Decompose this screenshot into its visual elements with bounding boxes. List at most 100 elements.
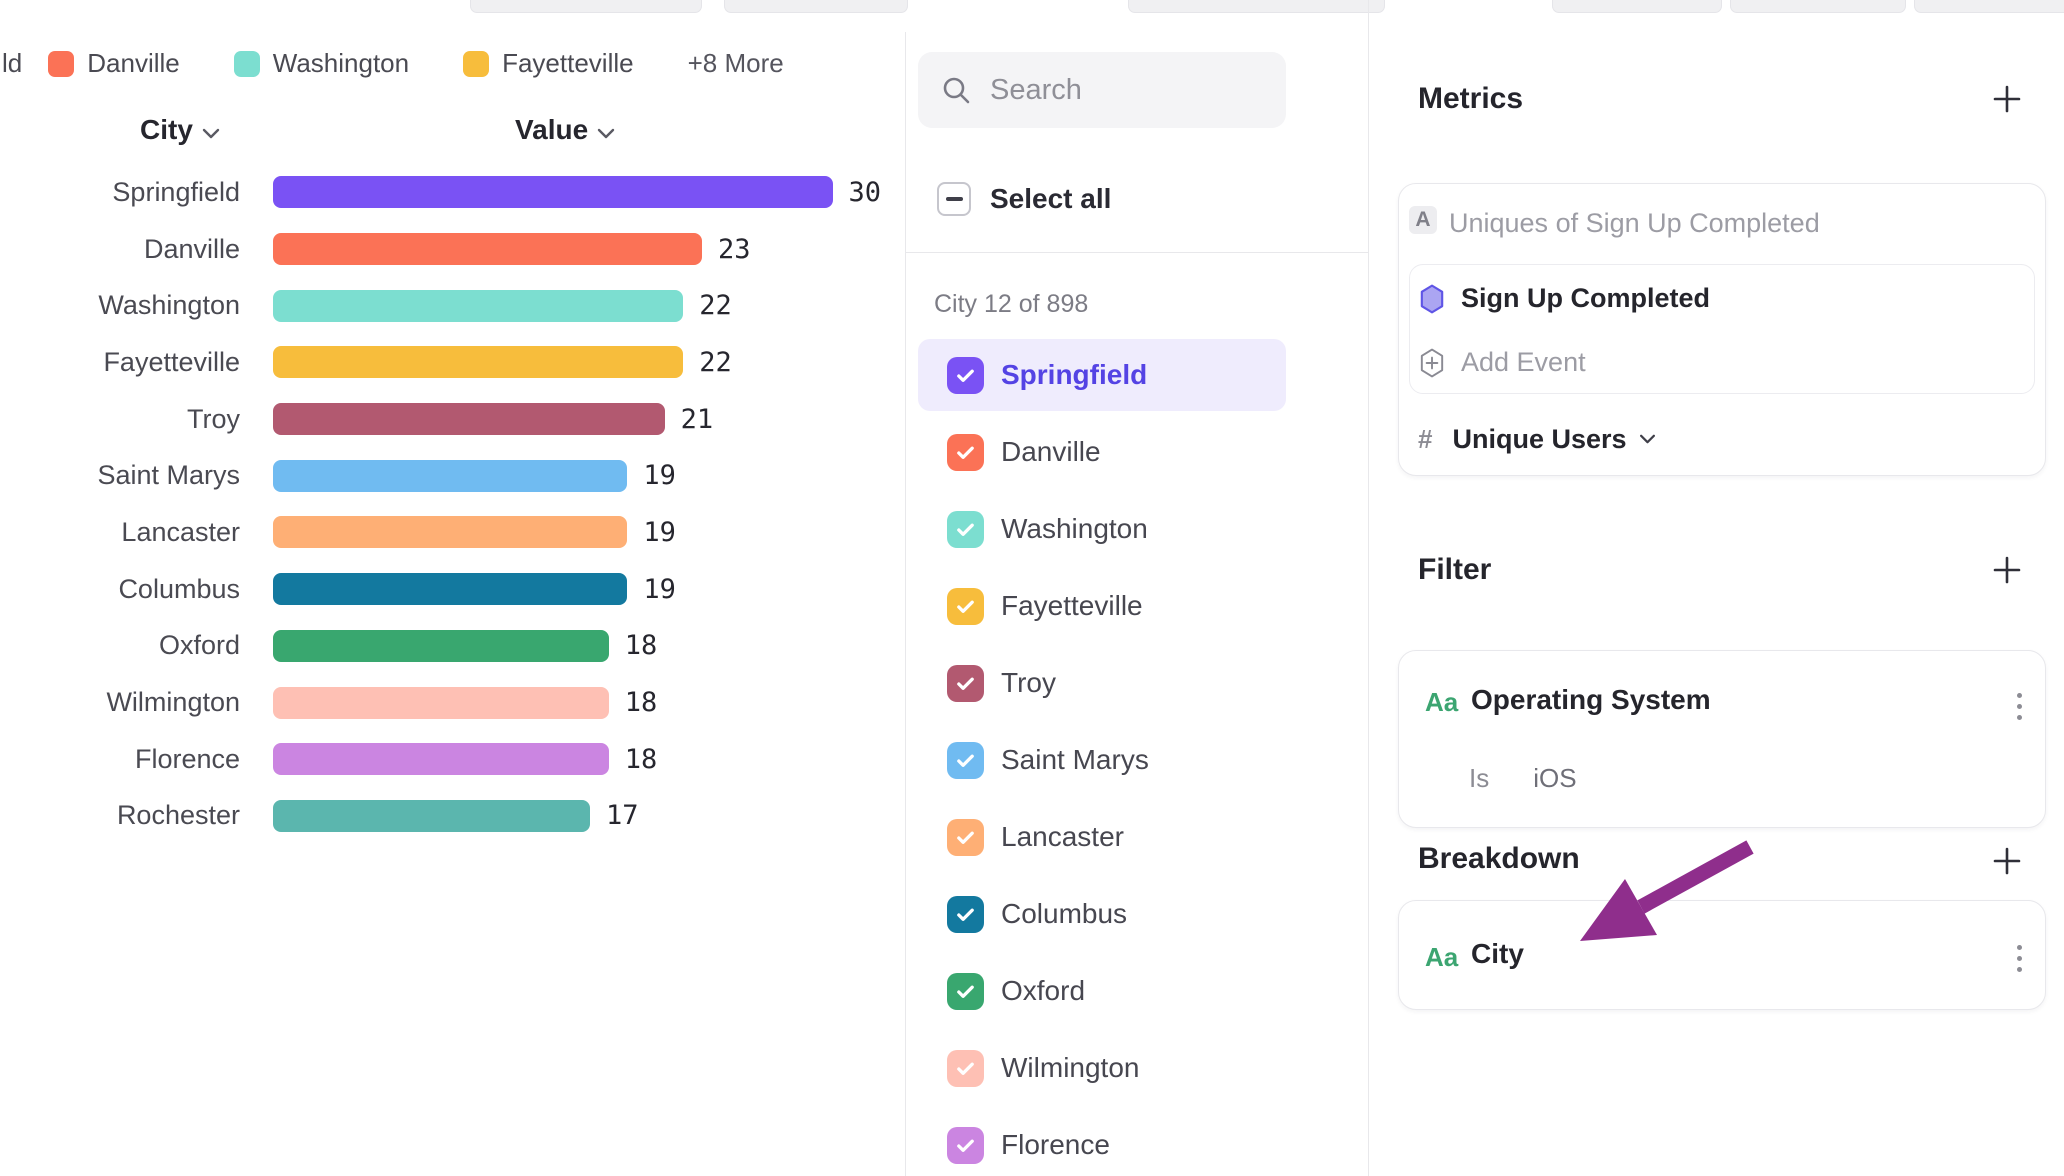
plus-icon (1993, 85, 2021, 113)
bar[interactable] (273, 516, 628, 549)
bar-value-label: 19 (643, 516, 676, 548)
colored-checkbox[interactable] (947, 356, 984, 394)
bar-category-label: Oxford (158, 630, 240, 661)
bar[interactable] (273, 573, 628, 606)
colored-checkbox[interactable] (947, 741, 984, 779)
legend-item[interactable]: Danville (48, 48, 180, 79)
metric-letter-badge: A (1409, 206, 1437, 234)
search-icon (943, 77, 970, 104)
colored-checkbox[interactable] (947, 1049, 984, 1087)
colored-checkbox[interactable] (947, 1126, 984, 1164)
filter-clause[interactable]: Is iOS (1469, 763, 1577, 794)
bar[interactable] (273, 459, 628, 492)
check-icon (957, 754, 974, 767)
bar[interactable] (273, 289, 684, 322)
check-icon (957, 446, 974, 459)
measure-label: Unique Users (1452, 424, 1627, 454)
colored-checkbox[interactable] (947, 818, 984, 856)
city-list-item[interactable]: Lancaster (918, 801, 1286, 873)
legend-swatch (48, 50, 75, 77)
chart-row: Rochester 17 (0, 788, 905, 845)
bar-value-label: 21 (680, 403, 714, 435)
chart-row: Troy 21 (0, 391, 905, 448)
column-header-city[interactable]: City (140, 114, 220, 146)
filter-property-label: Operating System (1471, 684, 1711, 715)
bar[interactable] (273, 403, 665, 436)
event-row[interactable]: Sign Up Completed (1419, 283, 1710, 314)
colored-checkbox[interactable] (947, 433, 984, 471)
kebab-menu-icon[interactable] (2017, 687, 2023, 726)
indeterminate-checkbox[interactable] (937, 182, 971, 216)
chart-row: Florence 18 (0, 731, 905, 788)
chevron-down-icon (597, 114, 615, 146)
bar[interactable] (273, 233, 702, 266)
city-list-item[interactable]: Danville (918, 416, 1286, 488)
bar[interactable] (273, 799, 591, 832)
add-filter-button[interactable] (1992, 555, 2022, 585)
metric-card[interactable]: A Uniques of Sign Up Completed Sign Up C… (1398, 183, 2046, 476)
legend-item[interactable]: Fayetteville (463, 48, 634, 79)
chart-row: Wilmington 18 (0, 674, 905, 731)
bar-value-label: 17 (606, 800, 639, 832)
bar-value-label: 23 (717, 233, 751, 265)
city-list-item[interactable]: Oxford (918, 955, 1286, 1027)
search-input-container[interactable] (918, 52, 1286, 128)
add-event-label: Add Event (1461, 347, 1586, 377)
add-breakdown-button[interactable] (1992, 846, 2022, 876)
colored-checkbox[interactable] (947, 664, 984, 702)
bar-value-label: 18 (624, 630, 658, 662)
check-icon (957, 1139, 974, 1152)
kebab-menu-icon[interactable] (2017, 939, 2023, 978)
legend-more-button[interactable]: +8 More (687, 48, 784, 78)
chart-legend: ld Danville Washington Fayetteville +8 M… (2, 48, 784, 79)
bar-category-label: Fayetteville (103, 346, 240, 377)
column-header-value[interactable]: Value (515, 114, 615, 146)
bar-category-label: Columbus (118, 573, 240, 604)
measure-selector[interactable]: # Unique Users (1418, 424, 1656, 455)
select-all-row[interactable]: Select all (918, 178, 1111, 220)
check-icon (957, 523, 974, 536)
breakdown-card[interactable]: Aa City (1398, 900, 2046, 1010)
bar[interactable] (273, 743, 609, 776)
legend-item[interactable]: Washington (233, 48, 409, 79)
city-list-item[interactable]: Washington (918, 493, 1286, 565)
bar-category-label: Danville (143, 233, 240, 264)
city-list-item[interactable]: Wilmington (918, 1032, 1286, 1104)
panel-divider (1368, 0, 1369, 1176)
event-block: Sign Up Completed Add Event (1409, 264, 2035, 394)
city-list-item[interactable]: Troy (918, 647, 1286, 719)
colored-checkbox[interactable] (947, 972, 984, 1010)
plus-icon (1993, 847, 2021, 875)
bar[interactable] (273, 629, 609, 662)
bar[interactable] (273, 686, 609, 719)
search-input[interactable] (988, 72, 1272, 108)
filter-card[interactable]: Aa Operating System Is iOS (1398, 650, 2046, 828)
colored-checkbox[interactable] (947, 510, 984, 548)
city-list-item[interactable]: Springfield (918, 339, 1286, 411)
city-list-item[interactable]: Columbus (918, 878, 1286, 950)
check-icon (957, 600, 974, 613)
bar-value-label: 19 (643, 460, 676, 492)
city-list-item[interactable]: Florence (918, 1109, 1286, 1176)
colored-checkbox[interactable] (947, 587, 984, 625)
event-hexagon-icon (1420, 284, 1444, 313)
event-name: Sign Up Completed (1461, 283, 1710, 313)
bar[interactable] (273, 176, 833, 209)
check-icon (957, 677, 974, 690)
bar[interactable] (273, 346, 684, 379)
city-list-item[interactable]: Fayetteville (918, 570, 1286, 642)
bar-value-label: 22 (699, 290, 732, 322)
bar-value-label: 18 (624, 743, 658, 775)
check-icon (957, 908, 974, 921)
add-event-row[interactable]: Add Event (1419, 347, 1586, 378)
hash-icon: # (1418, 424, 1433, 454)
bar-value-label: 22 (699, 346, 732, 378)
city-list-item[interactable]: Saint Marys (918, 724, 1286, 796)
add-metric-button[interactable] (1992, 84, 2022, 114)
bar-value-label: 30 (848, 176, 882, 208)
bar-category-label: Troy (187, 403, 240, 434)
colored-checkbox[interactable] (947, 895, 984, 933)
toolbar-fragment (1730, 0, 1906, 13)
text-type-icon: Aa (1425, 687, 1459, 717)
